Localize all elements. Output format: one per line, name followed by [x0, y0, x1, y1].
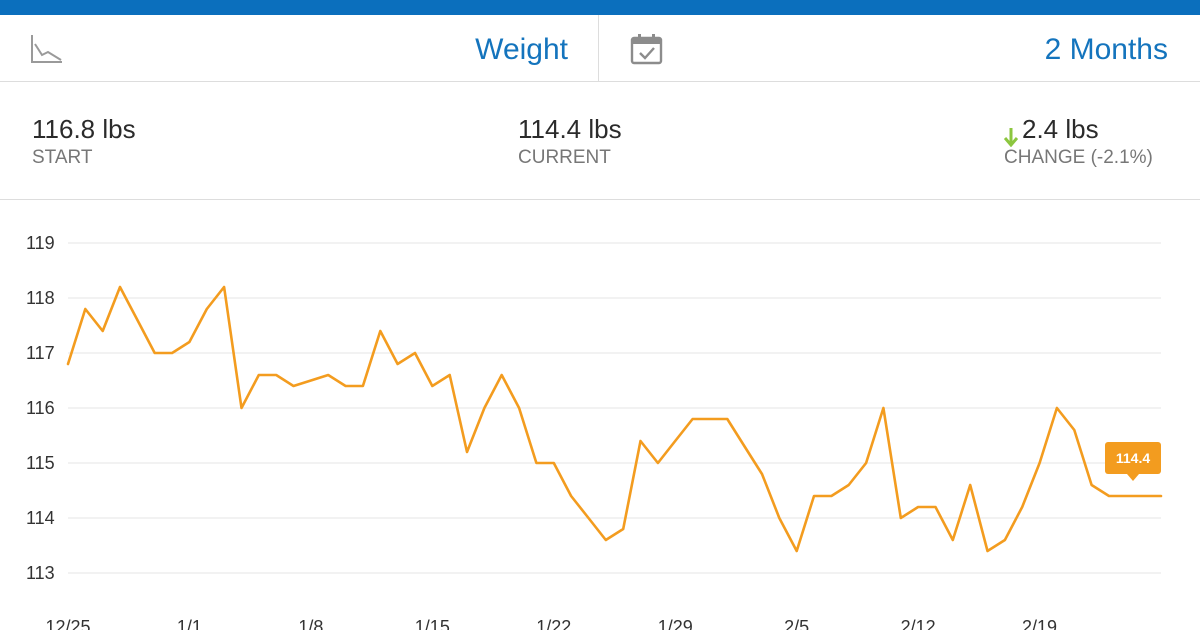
x-tick-label: 1/22 [536, 617, 571, 630]
change-value: 2.4 lbs [1022, 114, 1099, 144]
start-value: 116.8 lbs [32, 114, 136, 144]
y-tick-label: 113 [26, 563, 55, 583]
metric-selector[interactable]: Weight [0, 15, 599, 82]
stat-current: 114.4 lbs CURRENT [518, 112, 622, 170]
stat-start: 116.8 lbs START [32, 112, 136, 170]
change-caption: CHANGE (-2.1%) [1004, 147, 1153, 168]
metric-label: Weight [475, 33, 568, 66]
tooltip-pointer [1127, 474, 1139, 481]
y-tick-label: 115 [26, 453, 55, 473]
accent-bar [0, 0, 1200, 15]
range-selector[interactable]: 2 Months [599, 15, 1200, 82]
last-value-tooltip [1105, 442, 1161, 474]
x-tick-label: 1/8 [298, 617, 323, 630]
change-value-row: 2.4 lbs [1003, 112, 1153, 148]
down-arrow-icon [1003, 121, 1019, 155]
range-label: 2 Months [1044, 33, 1168, 66]
y-tick-label: 118 [26, 288, 55, 308]
y-tick-label: 116 [26, 398, 55, 418]
header: Weight 2 Months [0, 15, 1200, 82]
line-chart-icon [30, 33, 64, 70]
last-value-label: 114.4 [1116, 450, 1150, 466]
calendar-check-icon [630, 33, 664, 70]
x-tick-label: 1/1 [177, 617, 202, 630]
x-tick-label: 12/25 [45, 617, 90, 630]
x-tick-label: 2/19 [1022, 617, 1057, 630]
y-tick-label: 119 [26, 233, 55, 253]
x-tick-label: 1/15 [415, 617, 450, 630]
y-tick-label: 114 [26, 508, 55, 528]
chart-svg: 119 118 117 116 115 114 113 12/25 1/1 1/8 1/15 1/22… [26, 233, 1163, 630]
weight-series-line [66, 285, 1163, 553]
stat-change: 2.4 lbs CHANGE (-2.1%) [1003, 112, 1153, 170]
current-caption: CURRENT [518, 147, 611, 168]
x-tick-label: 1/29 [658, 617, 693, 630]
x-tick-label: 2/5 [784, 617, 809, 630]
start-caption: START [32, 147, 93, 168]
stats-panel: 116.8 lbs START 114.4 lbs CURRENT 2.4 lb… [0, 82, 1200, 200]
y-tick-label: 117 [26, 343, 55, 363]
weight-chart[interactable]: 119 118 117 116 115 114 113 12/25 1/1 1/8 1/15 1/22… [0, 201, 1200, 630]
x-tick-label: 2/12 [901, 617, 936, 630]
current-value: 114.4 lbs [518, 114, 622, 144]
